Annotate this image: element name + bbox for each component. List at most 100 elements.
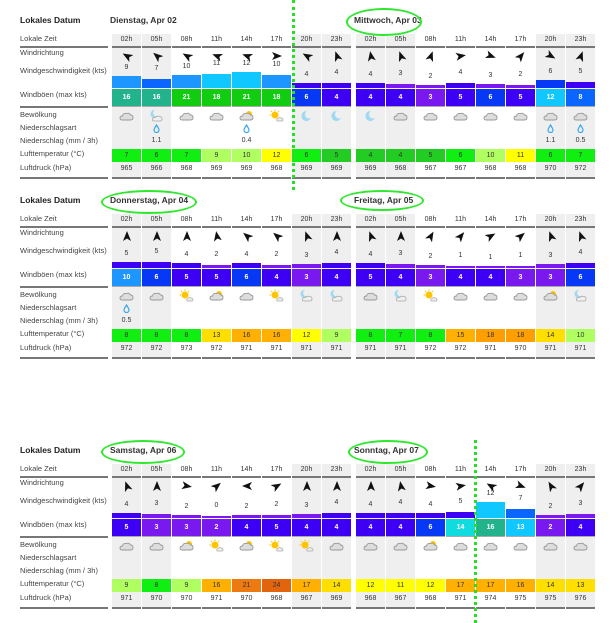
time-underline	[112, 476, 141, 478]
wind-gust-value: 4	[322, 89, 351, 106]
wind-speed-bar	[506, 508, 535, 518]
cloud-icon	[506, 109, 535, 122]
row-divider	[20, 286, 108, 288]
time-column: 17h 2 5 24 968	[262, 464, 291, 609]
time-column: 02h 5 10 0.5 8 972	[112, 214, 141, 359]
time-column: 17h 10 18 12 968	[262, 34, 291, 179]
time-label: 11h	[454, 216, 467, 223]
pressure-value: 971	[484, 345, 497, 352]
gust-underline	[416, 536, 445, 537]
wind-direction-arrow-icon	[386, 480, 415, 492]
forecast-block: Lokales Datum Lokale Zeit Windrichtung Wind…	[0, 188, 610, 363]
cloud-icon	[142, 289, 171, 302]
pressure-underline	[232, 177, 261, 179]
time-underline	[142, 476, 171, 478]
sun-icon	[416, 289, 445, 302]
time-label: 14h	[484, 36, 497, 43]
time-underline	[292, 46, 321, 48]
wind-direction-arrow-icon	[416, 50, 445, 62]
time-underline	[292, 476, 321, 478]
row-label-ptype: Niederschlagsart	[20, 303, 77, 312]
gust-underline	[112, 536, 141, 537]
gust-underline	[142, 286, 171, 287]
wind-direction-arrow-icon	[566, 50, 595, 62]
time-underline	[142, 226, 171, 228]
temperature-value: 10	[566, 329, 595, 342]
wind-speed-bar	[446, 266, 475, 268]
pressure-underline	[292, 177, 321, 179]
wind-speed-bar	[506, 266, 535, 268]
cloud-icon	[112, 109, 141, 122]
wind-speed-bar	[142, 78, 171, 88]
time-underline	[476, 476, 505, 478]
temperature-value: 21	[232, 579, 261, 592]
gust-underline	[386, 106, 415, 107]
wind-speed-value: 5	[154, 247, 159, 255]
temperature-value: 16	[202, 579, 231, 592]
time-label: 02h	[364, 36, 377, 43]
wind-direction-arrow-icon	[356, 480, 385, 492]
rain-drop-icon	[536, 124, 565, 133]
wind-direction-arrow-icon	[292, 480, 321, 492]
wind-gust-value: 18	[262, 89, 291, 106]
time-column: 23h 5 8 0.5 7 972	[566, 34, 595, 179]
time-underline	[506, 226, 535, 228]
gust-underline	[536, 106, 565, 107]
pressure-underline	[386, 357, 415, 359]
wind-direction-arrow-icon	[112, 230, 141, 242]
wind-speed-bar	[476, 502, 505, 518]
temperature-value: 5	[416, 149, 445, 162]
pressure-value: 971	[574, 345, 587, 352]
pressure-underline	[142, 177, 171, 179]
time-column: 11h 5 14 17 971	[446, 464, 475, 609]
row-divider	[20, 226, 108, 228]
temperature-value: 8	[356, 329, 385, 342]
wind-speed-bar	[416, 85, 445, 88]
pressure-value: 968	[180, 165, 193, 172]
wind-speed-bar	[232, 72, 261, 88]
wind-speed-value: 2	[274, 251, 279, 259]
gust-underline	[172, 106, 201, 107]
wind-gust-value: 4	[386, 269, 415, 286]
time-column: 23h 3 4 13 976	[566, 464, 595, 609]
time-label: 05h	[150, 216, 163, 223]
temperature-value: 15	[446, 329, 475, 342]
wind-speed-bar	[202, 265, 231, 268]
pressure-underline	[446, 177, 475, 179]
time-column: 05h 4 4 11 967	[386, 464, 415, 609]
time-label: 11h	[210, 466, 223, 473]
time-label: 14h	[240, 216, 253, 223]
sun-cloud-icon	[202, 289, 231, 302]
wind-speed-bar	[356, 512, 385, 518]
time-underline	[386, 476, 415, 478]
time-column: 05h 7 16 1.1 6 966	[142, 34, 171, 179]
wind-speed-bar	[386, 84, 415, 88]
temperature-value: 13	[566, 579, 595, 592]
wind-speed-bar	[202, 516, 231, 518]
pressure-value: 970	[240, 595, 253, 602]
pressure-underline	[476, 357, 505, 359]
time-label: 14h	[240, 36, 253, 43]
wind-gust-value: 3	[172, 519, 201, 536]
gust-underline	[232, 536, 261, 537]
wind-gust-value: 6	[566, 269, 595, 286]
row-label-time: Lokale Zeit	[20, 214, 57, 223]
wind-gust-value: 4	[262, 269, 291, 286]
row-label-time: Lokale Zeit	[20, 464, 57, 473]
annotation-circle	[101, 440, 185, 464]
wind-speed-bar	[356, 82, 385, 88]
time-underline	[386, 46, 415, 48]
row-label-pressure: Luftdruck (hPa)	[20, 343, 72, 352]
wind-direction-arrow-icon	[506, 480, 535, 492]
cloud-icon	[506, 539, 535, 552]
wind-speed-bar	[172, 75, 201, 88]
time-column: 14h 12 21 0.4 10 969	[232, 34, 261, 179]
gust-underline	[112, 106, 141, 107]
wind-speed-value: 1	[518, 252, 523, 259]
time-underline	[566, 226, 595, 228]
wind-speed-bar	[566, 262, 595, 268]
wind-direction-arrow-icon	[322, 230, 351, 242]
pressure-value: 969	[364, 165, 377, 172]
precipitation-value: 1.1	[151, 137, 162, 144]
annotation-circle	[340, 190, 424, 211]
